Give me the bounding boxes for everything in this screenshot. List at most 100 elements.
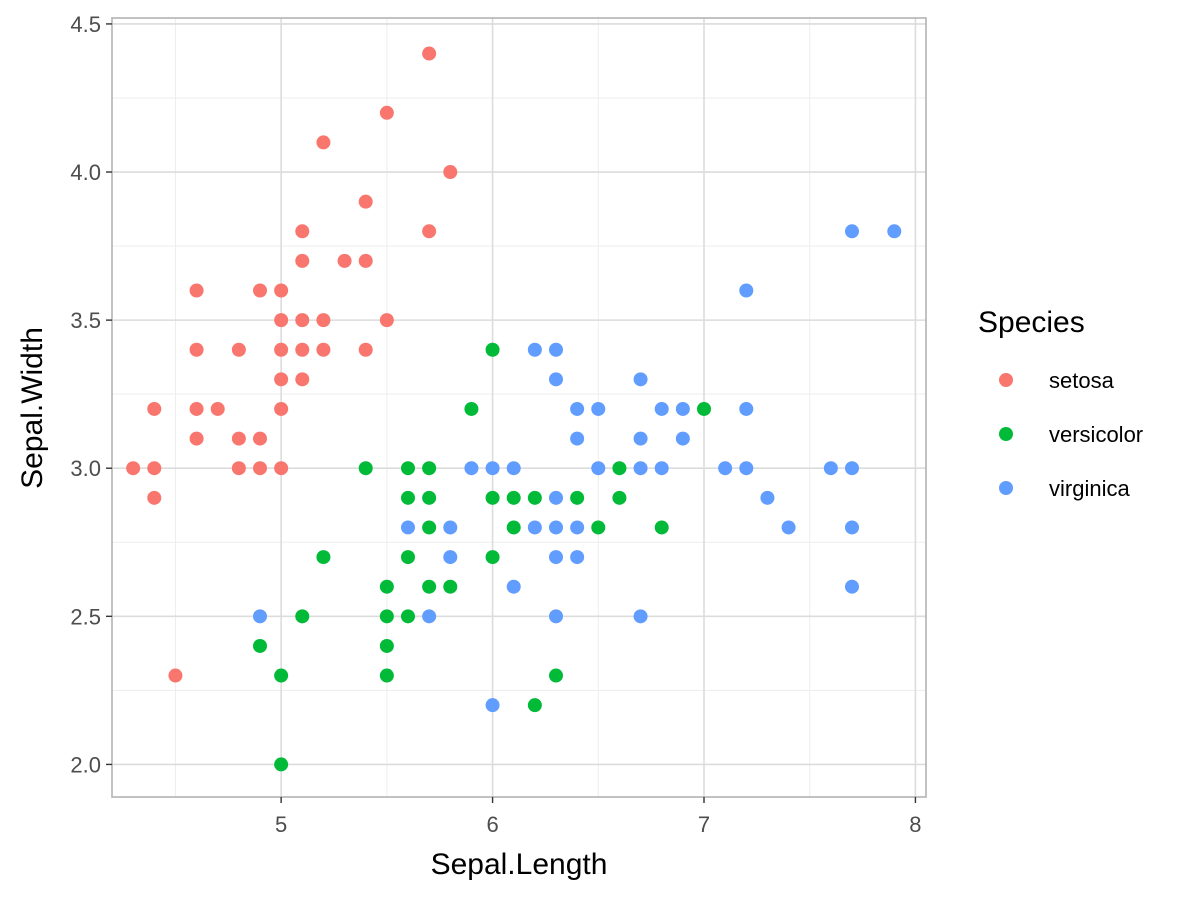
point-virginica	[675, 401, 690, 416]
point-versicolor	[379, 638, 394, 653]
point-versicolor	[401, 609, 415, 624]
point-setosa	[358, 342, 373, 357]
point-versicolor	[401, 550, 415, 565]
point-virginica	[823, 461, 838, 476]
y-tick-label: 4.0	[70, 160, 101, 185]
point-virginica	[739, 461, 754, 476]
point-setosa	[295, 313, 310, 328]
data-points	[126, 46, 902, 772]
point-versicolor	[379, 668, 394, 683]
point-setosa	[274, 313, 289, 328]
point-virginica	[591, 461, 606, 476]
point-virginica	[549, 342, 563, 357]
point-versicolor	[316, 550, 331, 565]
point-setosa	[316, 135, 331, 150]
point-virginica	[845, 461, 859, 476]
point-virginica	[506, 579, 521, 594]
point-setosa	[126, 461, 141, 476]
point-setosa	[147, 490, 162, 505]
point-versicolor	[379, 579, 394, 594]
point-versicolor	[379, 609, 394, 624]
point-virginica	[549, 520, 563, 535]
x-tick-label: 7	[698, 812, 710, 837]
point-setosa	[295, 372, 310, 387]
point-setosa	[379, 105, 394, 120]
point-versicolor	[506, 490, 521, 505]
point-virginica	[506, 461, 521, 476]
legend-label-virginica: virginica	[1049, 476, 1130, 501]
point-versicolor	[485, 490, 500, 505]
point-virginica	[675, 431, 690, 446]
point-virginica	[845, 579, 859, 594]
y-axis-title: Sepal.Width	[16, 327, 49, 489]
point-versicolor	[295, 609, 310, 624]
point-virginica	[654, 461, 669, 476]
point-versicolor	[527, 490, 542, 505]
point-setosa	[189, 431, 204, 446]
point-setosa	[274, 401, 289, 416]
point-versicolor	[422, 579, 437, 594]
point-virginica	[781, 520, 796, 535]
point-virginica	[654, 401, 669, 416]
point-setosa	[358, 194, 373, 209]
point-virginica	[633, 609, 648, 624]
point-setosa	[189, 342, 204, 357]
point-virginica	[760, 490, 775, 505]
point-virginica	[633, 431, 648, 446]
x-axis-title: Sepal.Length	[431, 848, 608, 881]
point-setosa	[337, 253, 352, 268]
point-virginica	[739, 401, 754, 416]
point-setosa	[316, 313, 331, 328]
point-virginica	[570, 520, 585, 535]
point-virginica	[253, 609, 267, 624]
legend-label-versicolor: versicolor	[1049, 422, 1143, 447]
point-setosa	[379, 313, 394, 328]
point-virginica	[739, 283, 754, 298]
point-versicolor	[485, 342, 500, 357]
point-versicolor	[506, 520, 521, 535]
point-setosa	[253, 283, 267, 298]
point-virginica	[527, 520, 542, 535]
point-virginica	[887, 224, 902, 239]
point-versicolor	[422, 461, 437, 476]
point-versicolor	[654, 520, 669, 535]
point-setosa	[443, 165, 458, 180]
point-virginica	[570, 401, 585, 416]
legend-key-virginica	[999, 481, 1013, 495]
point-setosa	[253, 461, 267, 476]
point-setosa	[189, 283, 204, 298]
y-tick-label: 4.5	[70, 12, 101, 37]
point-versicolor	[401, 461, 415, 476]
point-virginica	[591, 401, 606, 416]
point-setosa	[316, 342, 331, 357]
point-virginica	[718, 461, 733, 476]
point-virginica	[845, 224, 859, 239]
point-setosa	[274, 283, 289, 298]
point-versicolor	[697, 401, 711, 416]
point-versicolor	[527, 698, 542, 713]
point-versicolor	[591, 520, 606, 535]
point-setosa	[422, 46, 437, 61]
point-setosa	[274, 372, 289, 387]
point-versicolor	[422, 520, 437, 535]
point-setosa	[274, 461, 289, 476]
point-virginica	[485, 461, 500, 476]
point-setosa	[231, 342, 246, 357]
point-virginica	[570, 431, 585, 446]
point-versicolor	[570, 490, 585, 505]
point-virginica	[464, 461, 479, 476]
x-tick-label: 8	[909, 812, 921, 837]
point-versicolor	[274, 668, 289, 683]
point-versicolor	[422, 490, 437, 505]
point-virginica	[422, 609, 437, 624]
point-versicolor	[464, 401, 479, 416]
x-tick-label: 6	[486, 812, 498, 837]
panel-border	[111, 17, 927, 798]
y-tick-label: 3.0	[70, 456, 101, 481]
point-setosa	[189, 401, 204, 416]
point-setosa	[253, 431, 267, 446]
legend-key-versicolor	[999, 427, 1013, 441]
point-setosa	[147, 461, 162, 476]
